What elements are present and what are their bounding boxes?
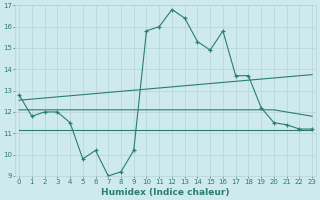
X-axis label: Humidex (Indice chaleur): Humidex (Indice chaleur) [101, 188, 230, 197]
